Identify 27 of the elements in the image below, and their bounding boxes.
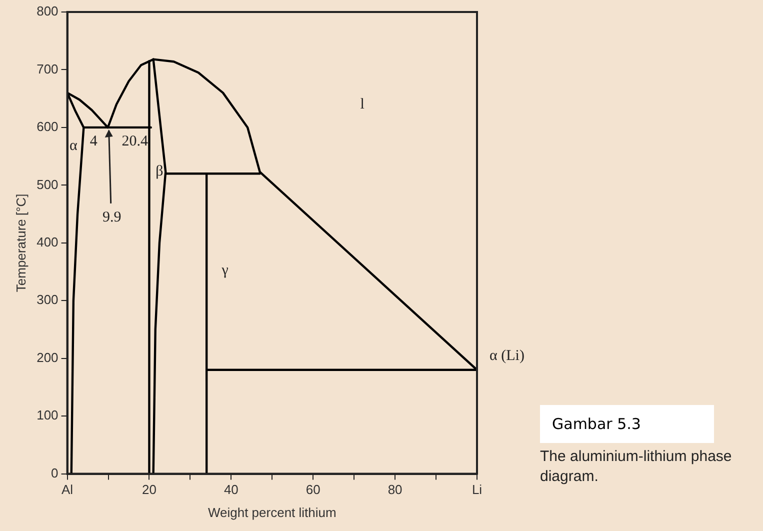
annotation: β	[156, 163, 164, 180]
y-tick-label: 500	[36, 176, 58, 192]
x-tick-label: 40	[224, 482, 238, 498]
y-tick-label: 300	[36, 292, 58, 308]
y-tick-label: 0	[51, 465, 58, 480]
x-tick-label: 20	[142, 482, 156, 498]
annotation: 9.9	[102, 209, 122, 226]
annotation: α	[70, 138, 78, 154]
annotation: 4	[90, 133, 98, 150]
x-tick-label: 60	[306, 482, 320, 498]
x-axis-title: Weight percent lithium	[208, 504, 336, 520]
text: The aluminium-lithium phase diagram.	[540, 447, 733, 488]
y-axis-title: Temperature [°C]	[13, 194, 28, 292]
x-tick-label: 80	[388, 482, 402, 498]
annotation: 20.4	[122, 133, 148, 150]
y-tick-label: 100	[36, 408, 58, 423]
y-tick-label: 200	[36, 350, 58, 365]
y-tick-label: 700	[36, 61, 58, 76]
text: Gambar 5.3	[540, 405, 714, 443]
annotation: l	[360, 96, 364, 112]
y-tick-label: 400	[36, 234, 58, 250]
x-tick-label: Al	[62, 482, 74, 498]
y-tick-label: 800	[36, 4, 58, 19]
annotation: γ	[220, 262, 229, 279]
annotation: α (Li)	[490, 348, 524, 364]
y-tick-label: 600	[36, 119, 58, 134]
x-tick-label: Li	[472, 482, 482, 498]
